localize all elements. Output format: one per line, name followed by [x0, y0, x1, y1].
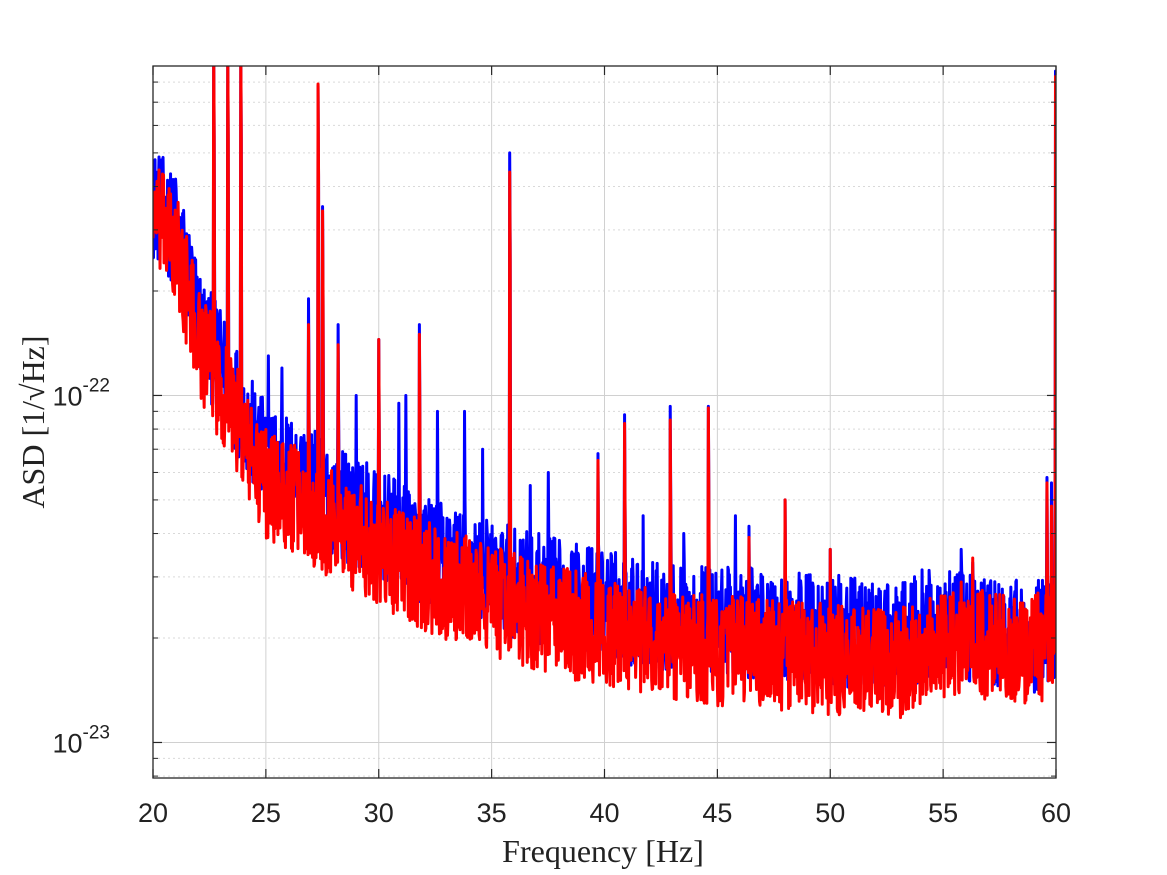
tick-layer	[152, 66, 1057, 778]
y-tick-label: 10-23	[52, 722, 110, 758]
x-tick-label: 45	[702, 798, 732, 828]
x-tick-label: 50	[815, 798, 845, 828]
x-tick-label: 60	[1041, 798, 1071, 828]
y-axis-title: ASD [1/√Hz]	[15, 335, 51, 508]
x-tick-label: 25	[251, 798, 281, 828]
x-tick-label: 55	[928, 798, 958, 828]
x-tick-label: 40	[589, 798, 619, 828]
grid-layer	[153, 66, 1056, 778]
x-axis-title: Frequency [Hz]	[502, 833, 704, 869]
series-line-2	[153, 66, 1056, 720]
x-tick-label: 35	[477, 798, 507, 828]
y-tick-label: 10-22	[52, 375, 110, 411]
x-tick-label: 30	[364, 798, 394, 828]
series-layer	[153, 66, 1056, 720]
x-tick-label: 20	[138, 798, 168, 828]
label-layer: 10-22 10-23 20 25 30 35 40 45 50 55 60	[52, 375, 1071, 828]
